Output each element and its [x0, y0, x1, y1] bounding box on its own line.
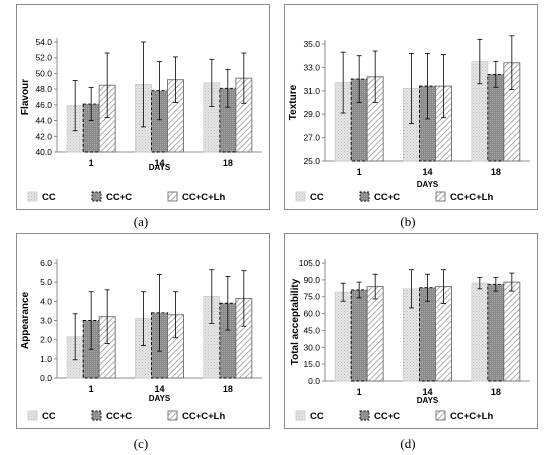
texture-xtick-label: 1 [357, 167, 362, 177]
appearance-ytick-label: 3.0 [40, 316, 52, 326]
total-acceptability-ytick-label: 30.0 [303, 342, 320, 352]
appearance-ytick-label: 5.0 [40, 277, 52, 287]
appearance-ytick-label: 0.0 [40, 373, 52, 383]
texture-xlabel: DAYS [417, 180, 439, 189]
texture-ylabel: Texture [288, 84, 299, 120]
caption-a: (a) [133, 214, 149, 229]
total-acceptability-legend-label: CC [310, 411, 324, 422]
flavour-xlabel: DAYS [149, 163, 171, 172]
flavour-ytick-label: 54.0 [35, 37, 52, 47]
appearance-chart: 0.0 1.0 2.0 3.0 4.0 5.0 6.0 Appearance 1 14 18 DAYS… [16, 233, 270, 429]
chart-panel-b: 25.0 27.0 29.0 31.0 33.0 35.0 Texture 1 14 18 DAYS… [284, 4, 538, 210]
appearance-xtick-label: 18 [223, 384, 233, 394]
flavour-ytick-label: 42.0 [35, 131, 52, 141]
total-acceptability-ytick-label: 60.0 [303, 309, 320, 319]
total-acceptability-ytick-label: 75.0 [303, 292, 320, 302]
texture-chart: 25.0 27.0 29.0 31.0 33.0 35.0 Texture 1 14 18 DAYS… [284, 4, 538, 210]
total-acceptability-legend-label: CC+C+Lh [450, 411, 493, 422]
appearance-legend-swatch [27, 410, 38, 421]
appearance-ytick-label: 6.0 [40, 258, 52, 268]
caption-d: (d) [400, 436, 416, 451]
total-acceptability-xlabel: DAYS [417, 396, 439, 405]
appearance-ytick-label: 2.0 [40, 335, 52, 345]
total-acceptability-bar-cc-c-day-1 [350, 289, 368, 382]
texture-legend-swatch [295, 191, 306, 202]
appearance-ytick-label: 1.0 [40, 354, 52, 364]
chart-panel-c: 0.0 1.0 2.0 3.0 4.0 5.0 6.0 Appearance 1 14 18 DAYS… [16, 233, 270, 429]
appearance-legend-label: CC+C+Lh [182, 411, 225, 422]
total-acceptability-bar-cc-day-18 [471, 282, 489, 382]
texture-legend-swatch [435, 191, 446, 202]
appearance-legend-label: CC [42, 411, 56, 422]
texture-legend-swatch [359, 191, 370, 202]
total-acceptability-chart: 0.0 15.0 30.0 45.0 60.0 75.0 90.0 105.0 Total ac… [284, 233, 538, 429]
total-acceptability-ytick-label: 90.0 [303, 275, 320, 285]
texture-ytick-label: 29.0 [303, 109, 320, 119]
total-acceptability-bar-cc-c-lh-day-18 [503, 281, 521, 382]
flavour-ytick-label: 40.0 [35, 147, 52, 157]
caption-b: (b) [400, 214, 416, 229]
texture-ytick-label: 33.0 [303, 62, 320, 72]
flavour-chart: 40.0 42.0 44.0 46.0 48.0 50.0 52.0 54.0 Flavour 1… [16, 4, 270, 210]
total-acceptability-ylabel: Total acceptability [290, 278, 301, 365]
flavour-legend-label: CC+C+Lh [182, 192, 225, 203]
total-acceptability-ytick-label: 45.0 [303, 325, 320, 335]
texture-xtick-label: 18 [491, 167, 501, 177]
flavour-legend-swatch [91, 191, 102, 202]
texture-legend-label: CC [310, 192, 324, 203]
appearance-ytick-label: 4.0 [40, 296, 52, 306]
flavour-ytick-label: 48.0 [35, 84, 52, 94]
total-acceptability-bar-cc-day-1 [334, 291, 352, 382]
flavour-ytick-label: 44.0 [35, 116, 52, 126]
total-acceptability-ytick-label: 15.0 [303, 359, 320, 369]
texture-ytick-label: 25.0 [303, 156, 320, 166]
total-acceptability-ytick-label: 105.0 [299, 258, 321, 268]
total-acceptability-legend-swatch [295, 410, 306, 421]
texture-xtick-label: 14 [422, 167, 432, 177]
flavour-legend-label: CC [42, 192, 56, 203]
flavour-ytick-label: 52.0 [35, 53, 52, 63]
total-acceptability-legend-swatch [435, 410, 446, 421]
appearance-xlabel: DAYS [149, 394, 171, 403]
total-acceptability-legend-label: CC+C [374, 411, 400, 422]
caption-c: (c) [133, 436, 149, 451]
flavour-ylabel: Flavour [20, 79, 31, 115]
texture-legend-label: CC+C [374, 192, 400, 203]
appearance-legend-label: CC+C [106, 411, 132, 422]
chart-panel-d: 0.0 15.0 30.0 45.0 60.0 75.0 90.0 105.0 Total ac… [284, 233, 538, 429]
appearance-legend-swatch [167, 410, 178, 421]
total-acceptability-bar-cc-c-lh-day-1 [366, 286, 384, 382]
chart-panel-a: 40.0 42.0 44.0 46.0 48.0 50.0 52.0 54.0 Flavour 1… [16, 4, 270, 210]
total-acceptability-bar-cc-c-day-14 [419, 287, 436, 382]
flavour-xtick-label: 14 [154, 158, 164, 168]
texture-ytick-label: 27.0 [303, 133, 320, 143]
flavour-xtick-label: 18 [223, 158, 233, 168]
texture-legend-label: CC+C+Lh [450, 192, 493, 203]
flavour-xtick-label: 1 [89, 158, 94, 168]
texture-ytick-label: 35.0 [303, 39, 320, 49]
total-acceptability-xtick-label: 14 [422, 387, 432, 397]
texture-ytick-label: 31.0 [303, 86, 320, 96]
flavour-legend-swatch [27, 191, 38, 202]
total-acceptability-legend-swatch [359, 410, 370, 421]
appearance-xtick-label: 1 [89, 384, 94, 394]
total-acceptability-bar-cc-c-day-18 [487, 283, 505, 382]
appearance-xtick-label: 14 [154, 384, 164, 394]
flavour-ytick-label: 46.0 [35, 100, 52, 110]
total-acceptability-xtick-label: 1 [357, 387, 362, 397]
flavour-legend-label: CC+C [106, 192, 132, 203]
appearance-ylabel: Appearance [20, 291, 31, 349]
flavour-ytick-label: 50.0 [35, 68, 52, 78]
total-acceptability-ytick-label: 0.0 [308, 376, 320, 386]
appearance-legend-swatch [91, 410, 102, 421]
total-acceptability-xtick-label: 18 [491, 387, 501, 397]
flavour-legend-swatch [167, 191, 178, 202]
